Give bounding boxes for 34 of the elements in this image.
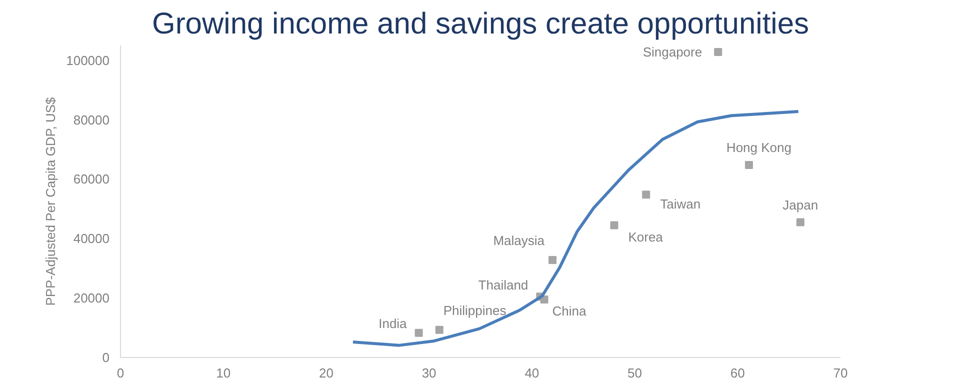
y-tick-label: 80000 <box>73 112 110 128</box>
chart-title: Growing income and savings create opportunities <box>152 8 810 40</box>
x-tick-label: 70 <box>833 366 848 380</box>
point <box>414 328 423 337</box>
y-tick-label: 40000 <box>73 231 110 246</box>
x-tick-label: 20 <box>318 366 334 380</box>
x-tick-label: 0 <box>116 366 124 380</box>
annotation: Japan <box>782 197 818 212</box>
y-tick-label: 20000 <box>73 290 110 306</box>
annotation: Singapore <box>642 44 702 60</box>
annotation: Korea <box>628 229 664 244</box>
x-tick-label: 60 <box>730 366 745 380</box>
annotation: Philippines <box>443 302 507 318</box>
y-tick-label: 0 <box>102 350 110 365</box>
x-tick-label: 30 <box>422 366 436 380</box>
point <box>796 218 804 226</box>
point <box>714 48 722 56</box>
annotation: Taiwan <box>660 196 701 212</box>
point <box>642 190 650 199</box>
point <box>435 326 444 334</box>
point <box>744 160 753 169</box>
x-tick-label: 50 <box>628 366 642 380</box>
y-axis-title: PPP-Adjusted Per Capita GDP, US$ <box>43 96 58 306</box>
annotation: Hong Kong <box>726 140 792 155</box>
annotation: China <box>552 304 588 319</box>
point <box>548 256 556 264</box>
x-tick-label: 40 <box>524 366 540 380</box>
x-tick-label: 10 <box>216 366 231 380</box>
point <box>610 221 618 230</box>
annotation: Malaysia <box>493 233 546 248</box>
annotation: Thailand <box>478 278 528 293</box>
y-tick-label: 100000 <box>66 52 110 68</box>
annotation: India <box>378 316 408 331</box>
y-tick-label: 60000 <box>73 172 110 187</box>
